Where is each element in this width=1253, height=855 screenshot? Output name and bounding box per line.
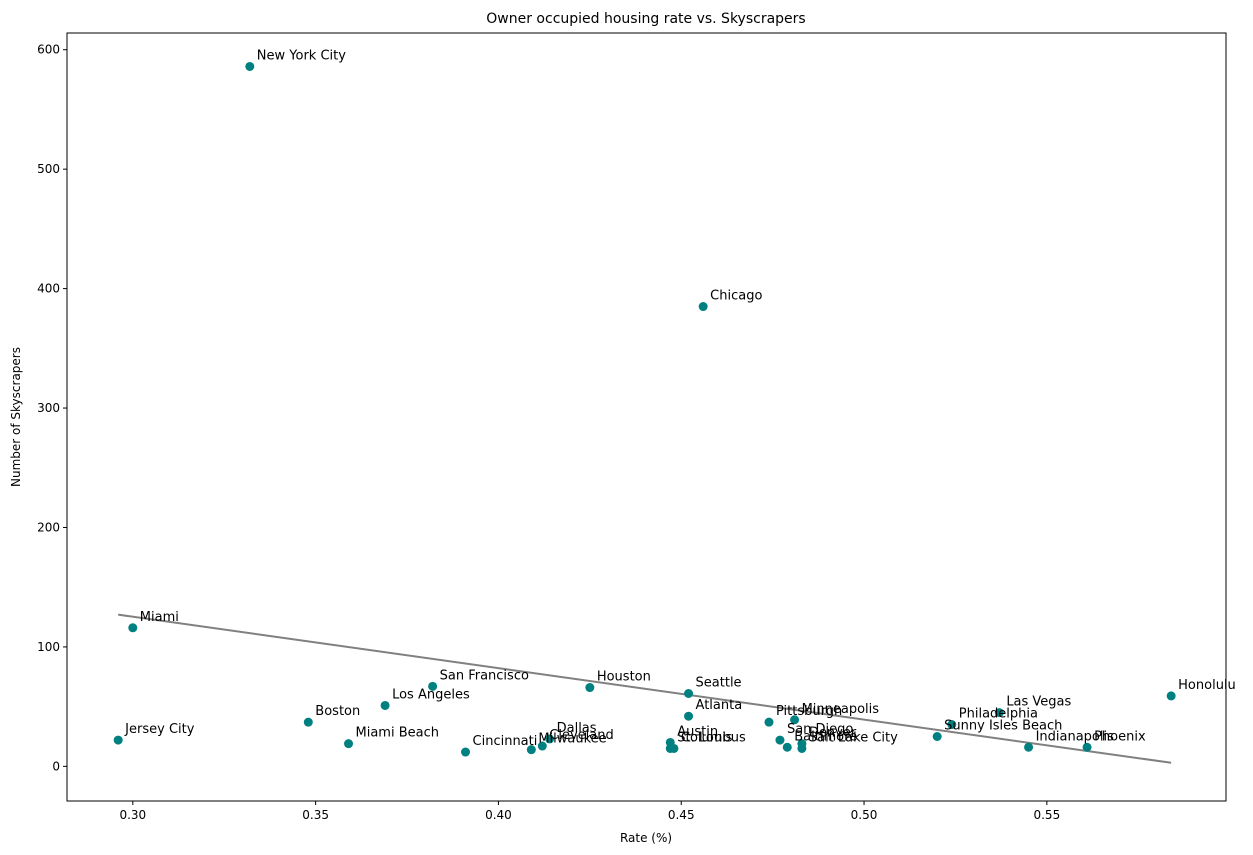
point-label: San Diego: [787, 722, 853, 737]
data-point: [698, 302, 708, 312]
point-label: New York City: [257, 48, 346, 63]
point-label: Denver: [809, 726, 857, 741]
data-point: [545, 734, 555, 744]
data-point: [790, 715, 800, 725]
point-label: Pittsburgh: [776, 704, 842, 719]
y-tick-label: 300: [37, 401, 60, 415]
y-tick-label: 0: [52, 759, 60, 773]
point-label: Indianapolis: [1036, 729, 1115, 744]
point-label: Boston: [315, 704, 360, 719]
data-point: [782, 742, 792, 752]
chart-title: Owner occupied housing rate vs. Skyscrap…: [486, 11, 805, 27]
data-point: [113, 735, 123, 745]
point-label: Milwaukee: [538, 732, 606, 747]
data-point: [994, 708, 1004, 718]
point-labels-layer: New York City Chicago Miami Jersey City Bost…: [124, 48, 1236, 749]
point-label: Phoenix: [1094, 729, 1146, 744]
trend-layer: [118, 613, 1172, 764]
x-axis-label: Rate (%): [620, 831, 672, 845]
point-label: Las Vegas: [1006, 695, 1071, 710]
points-layer: [113, 61, 1176, 757]
point-label: Philadelphia: [959, 707, 1038, 722]
point-label: Dallas: [557, 721, 597, 736]
point-label: Cleveland: [549, 728, 613, 743]
data-point: [380, 700, 390, 710]
point-label: Sunny Isles Beach: [944, 719, 1062, 734]
data-point: [797, 743, 807, 753]
point-label: San Francisco: [440, 668, 529, 683]
data-point: [932, 732, 942, 742]
x-tick-label: 0.30: [119, 808, 146, 822]
y-tick-label: 200: [37, 520, 60, 534]
point-label: Los Angeles: [392, 687, 470, 702]
point-label: Miami Beach: [356, 726, 439, 741]
data-point: [684, 711, 694, 721]
plot-frame: [66, 32, 1227, 802]
point-label: Baltimore: [794, 729, 857, 744]
data-point: [245, 61, 255, 71]
point-label: St. Louis: [677, 730, 732, 745]
y-tick-label: 100: [37, 640, 60, 654]
x-axis-ticks: 0.30 0.35 0.40 0.45 0.50 0.55: [119, 801, 1060, 822]
data-point: [1024, 742, 1034, 752]
y-tick-label: 400: [37, 282, 60, 296]
data-point: [764, 717, 774, 727]
data-point: [461, 747, 471, 757]
data-point: [775, 735, 785, 745]
point-label: Seattle: [696, 676, 742, 691]
point-label: Salt Lake City: [809, 730, 898, 745]
point-label: Minneapolis: [802, 702, 880, 717]
data-point: [585, 683, 595, 693]
data-point: [684, 689, 694, 699]
point-label: Honolulu: [1178, 678, 1236, 693]
x-tick-label: 0.55: [1033, 808, 1060, 822]
point-label: Columbus: [681, 730, 746, 745]
data-point: [537, 741, 547, 751]
data-point: [1082, 742, 1092, 752]
data-point: [128, 623, 138, 633]
y-tick-label: 500: [37, 162, 60, 176]
data-point: [428, 681, 438, 691]
point-label: Atlanta: [696, 698, 743, 713]
x-tick-label: 0.40: [485, 808, 512, 822]
trend-line: [118, 613, 1172, 764]
point-label: Jersey City: [124, 722, 195, 737]
y-axis-label: Number of Skyscrapers: [9, 347, 23, 487]
data-point: [669, 743, 679, 753]
data-point: [344, 739, 354, 749]
data-point: [1166, 691, 1176, 701]
data-point: [303, 717, 313, 727]
x-tick-label: 0.35: [302, 808, 329, 822]
y-tick-label: 600: [37, 43, 60, 57]
point-label: Cincinnati: [473, 734, 538, 749]
data-point: [947, 720, 957, 730]
point-label: Austin: [677, 724, 718, 739]
x-tick-label: 0.45: [668, 808, 695, 822]
point-label: Houston: [597, 670, 651, 685]
y-axis-ticks: 0 100 200 300 400 500 600: [37, 43, 67, 773]
point-label: Miami: [140, 610, 179, 625]
point-label: Chicago: [710, 289, 762, 304]
data-point: [526, 745, 536, 755]
x-tick-label: 0.50: [851, 808, 878, 822]
